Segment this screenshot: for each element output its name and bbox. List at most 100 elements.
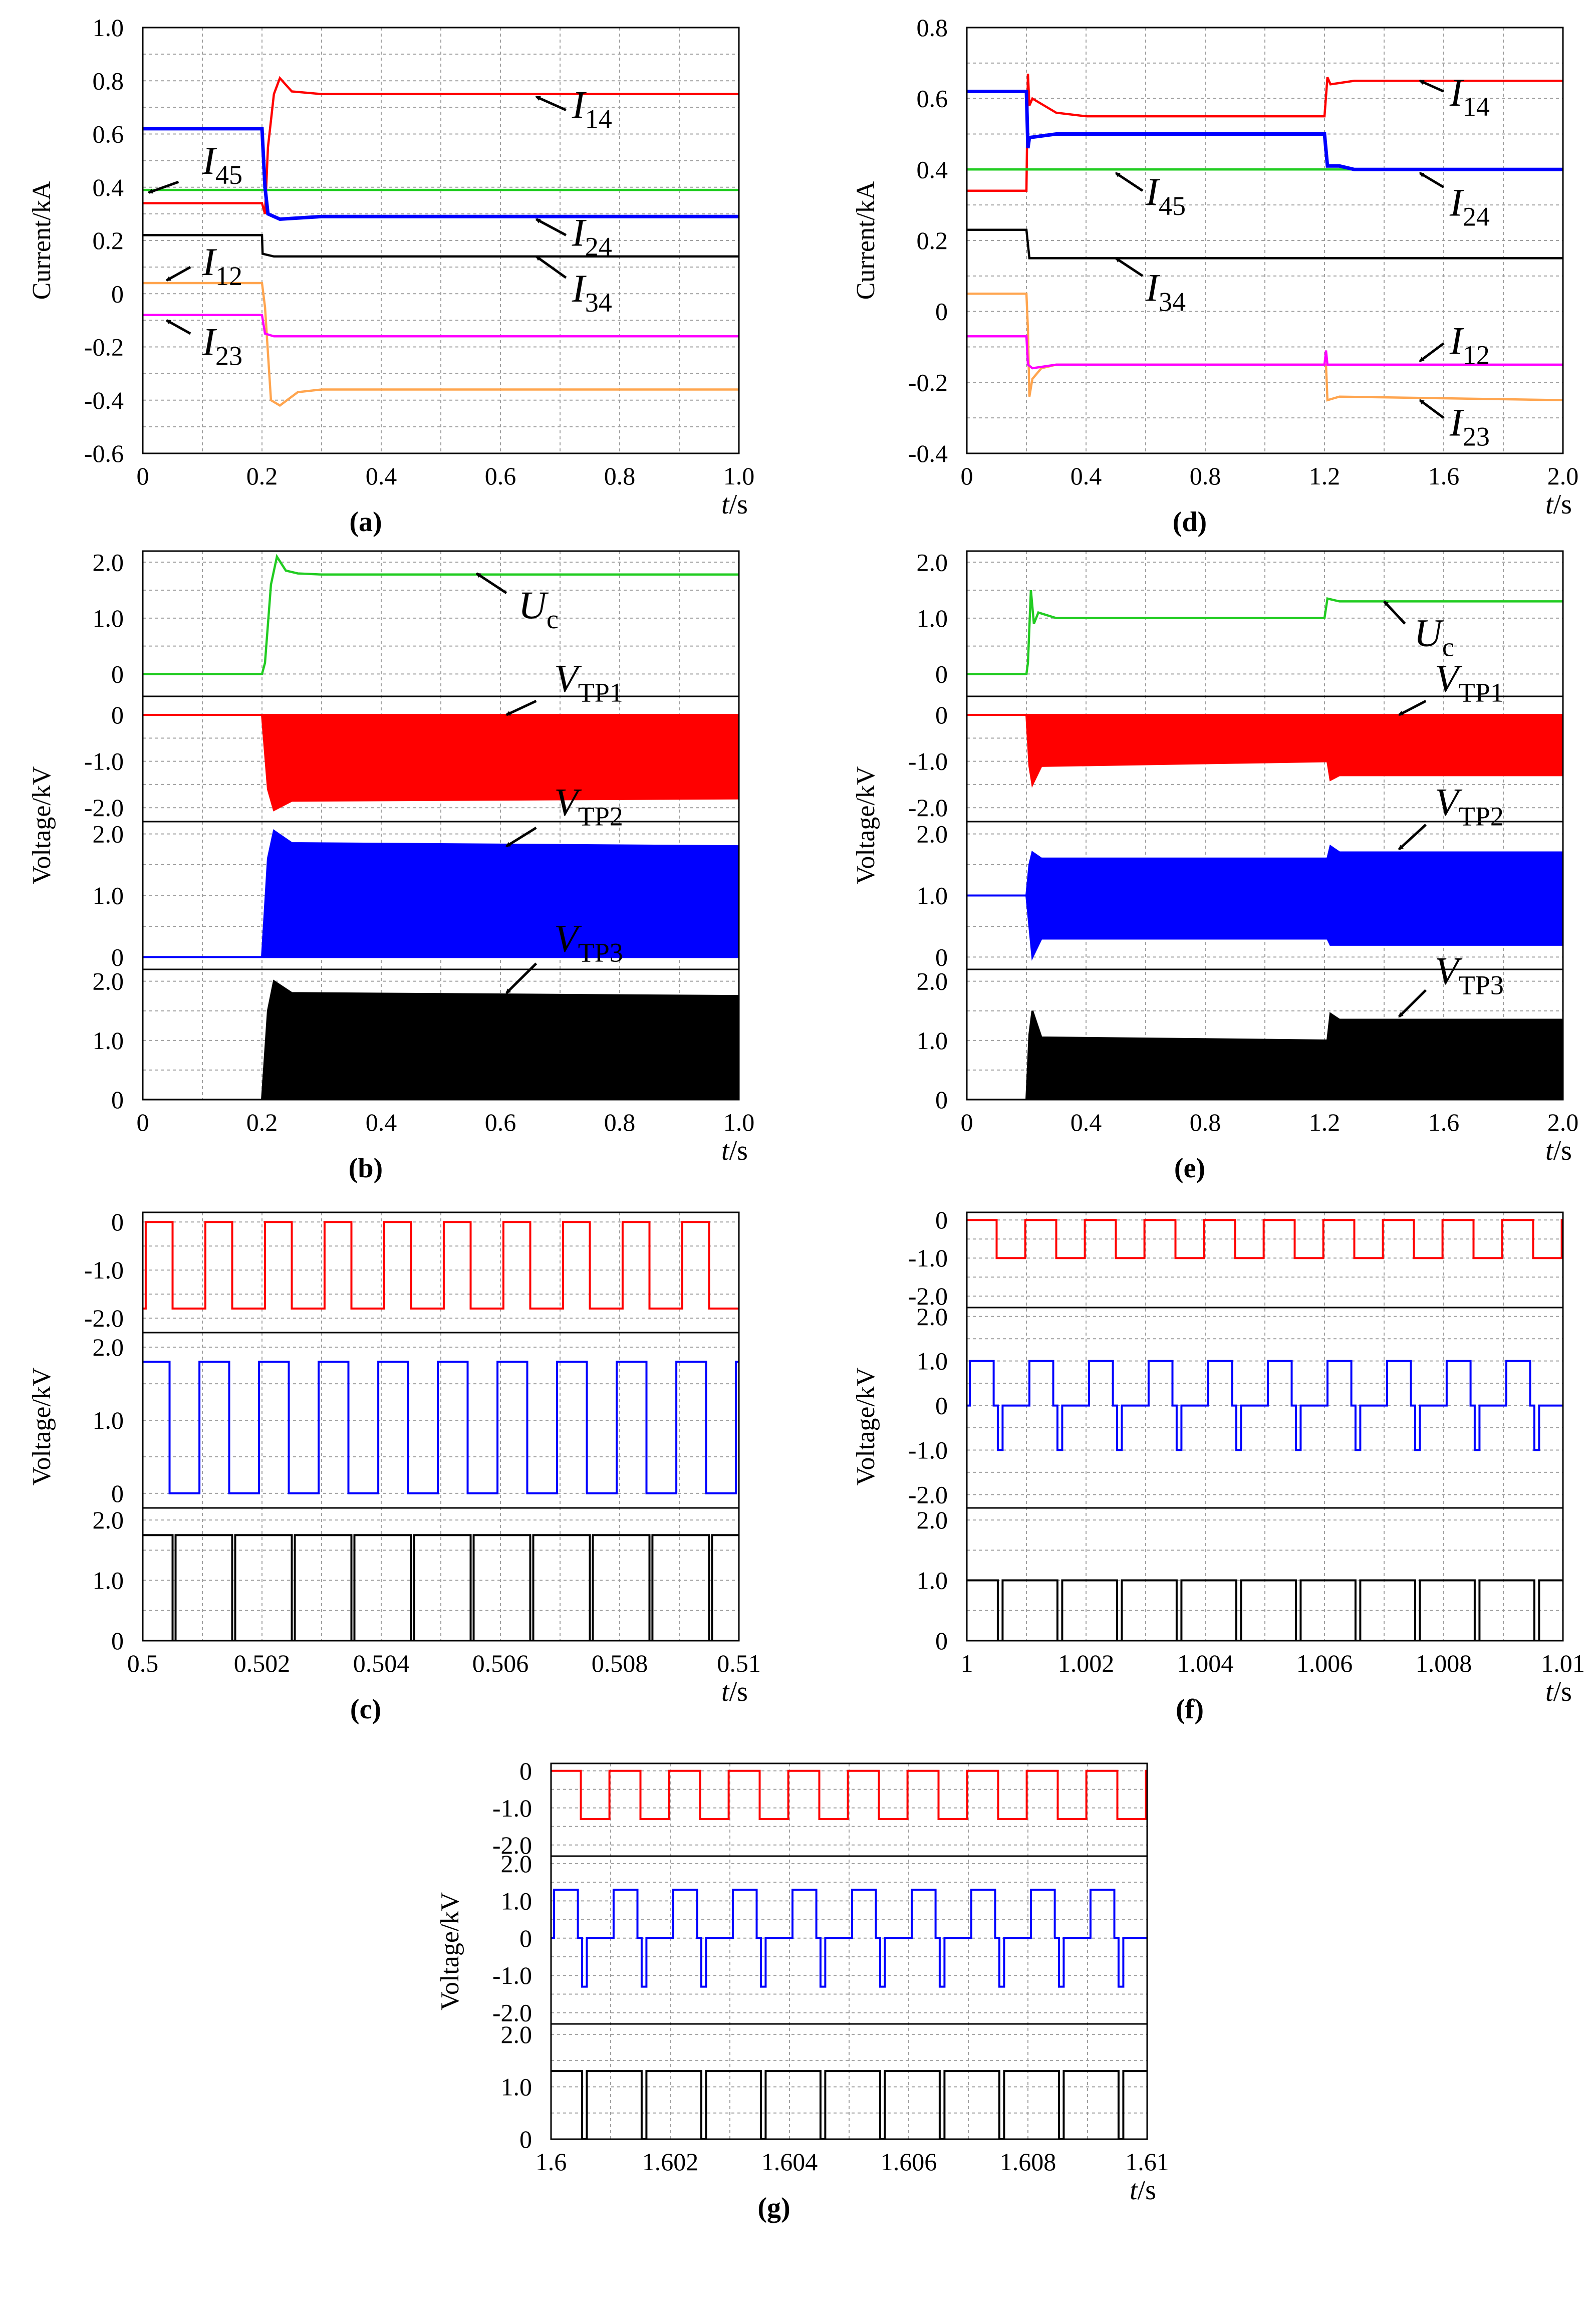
y-tick-label: -1.0 — [492, 1961, 532, 1989]
x-tick-label: 1.0 — [723, 1108, 755, 1136]
x-axis-label: t/s — [1545, 1676, 1572, 1707]
x-axis-unit: /s — [729, 1135, 748, 1166]
y-tick-label: 1.0 — [917, 604, 948, 632]
annotation-subscript: TP2 — [1459, 802, 1504, 832]
series-VTP2 — [143, 829, 739, 958]
annotation-label: I12 — [1449, 319, 1490, 370]
panel-label: (f) — [1176, 1694, 1204, 1725]
annotation-label: I23 — [202, 320, 242, 371]
x-tick-label: 0 — [961, 1108, 973, 1136]
y-tick-label: 2.0 — [93, 1333, 124, 1361]
y-tick-label: 0.2 — [93, 226, 124, 254]
annotation-subscript: TP1 — [1459, 678, 1504, 708]
y-tick-label: 0 — [935, 1206, 948, 1234]
annotation-arrow — [1115, 257, 1144, 277]
annotation-subscript: 14 — [1463, 92, 1490, 122]
annotation-arrow — [505, 962, 538, 994]
axes-frame — [142, 1211, 740, 1642]
x-axis-unit: /s — [729, 489, 748, 520]
annotation-subscript: 23 — [215, 341, 242, 371]
y-tick-label: -0.4 — [908, 439, 948, 467]
plot-area — [967, 1219, 1563, 1641]
series-VTP2 — [967, 844, 1563, 961]
y-tick-label: 2.0 — [917, 1303, 948, 1331]
annotation-subscript: 24 — [1463, 201, 1490, 231]
y-tick-label: 1.0 — [917, 1026, 948, 1055]
annotation-arrow — [1398, 824, 1427, 851]
series-I34 — [143, 234, 739, 258]
annotation-subscript: TP1 — [578, 678, 623, 708]
y-tick-label: 0.6 — [917, 85, 948, 113]
y-tick-label: 2.0 — [93, 548, 124, 576]
y-tick-label: 0 — [935, 298, 948, 326]
annotation-arrow — [535, 218, 567, 236]
x-tick-label: 0.2 — [246, 462, 278, 490]
annotation-label: I23 — [1449, 401, 1490, 452]
panel-label: (d) — [1173, 506, 1207, 538]
x-tick-label: 1.606 — [881, 2148, 937, 2176]
y-tick-label: 0 — [935, 1627, 948, 1655]
annotation-letter: I — [202, 139, 217, 182]
x-tick-label: 1.602 — [642, 2148, 699, 2176]
x-axis-label: t/s — [1545, 1135, 1572, 1166]
y-tick-label: -0.2 — [84, 333, 124, 361]
panel-label: (a) — [349, 506, 382, 538]
series-I23 — [967, 335, 1563, 370]
annotation-letter: I — [572, 83, 587, 127]
y-axis-label: Voltage/kV — [852, 766, 880, 885]
y-tick-label: 1.0 — [917, 882, 948, 910]
x-tick-label: 1 — [961, 1649, 973, 1677]
x-tick-label: 0.5 — [127, 1649, 159, 1677]
x-tick-label: 2.0 — [1547, 1108, 1579, 1136]
series-I14 — [143, 76, 739, 214]
annotation-letter: I — [1449, 71, 1465, 114]
x-tick-label: 0 — [961, 462, 973, 490]
y-tick-label: -0.2 — [908, 368, 948, 396]
axes-frame — [142, 27, 740, 454]
x-tick-label: 1.01 — [1541, 1649, 1585, 1677]
y-tick-label: 1.0 — [501, 2073, 533, 2101]
panel-a: 0 0.2 0.4 0.6 0.8 1.0 1.0 0.8 0.6 0.4 0.2 0 -0.2 -0.4… — [28, 14, 754, 538]
x-tick-label: 0.4 — [1071, 462, 1102, 490]
series-VTP1 — [967, 1219, 1563, 1259]
y-tick-label: 0.8 — [93, 67, 124, 95]
y-tick-label: -1.0 — [908, 747, 948, 776]
plot-area — [967, 590, 1563, 1100]
y-axis-label: Voltage/kV — [28, 1368, 56, 1486]
x-tick-label: 1.2 — [1309, 1108, 1341, 1136]
annotation-subscript: 14 — [585, 104, 612, 134]
annotation-letter: I — [1449, 401, 1465, 444]
x-tick-label: 0.8 — [1190, 1108, 1221, 1136]
y-tick-label: 0 — [935, 1086, 948, 1114]
annotation-arrow — [165, 319, 191, 335]
annotation-arrow — [1419, 172, 1445, 188]
annotation-label: VTP1 — [1435, 657, 1504, 708]
series-VTP3 — [967, 1579, 1563, 1641]
x-tick-label: 1.004 — [1177, 1649, 1234, 1677]
y-tick-label: 1.0 — [917, 1567, 948, 1595]
annotation-label: Uc — [518, 583, 559, 634]
series-VTP3 — [551, 2070, 1147, 2139]
annotation-letter: V — [554, 657, 582, 700]
annotation-letter: V — [554, 781, 582, 824]
y-tick-label: 2.0 — [93, 820, 124, 848]
annotation-label: VTP2 — [554, 781, 623, 832]
x-tick-label: 0.6 — [485, 1108, 516, 1136]
annotation-arrow — [1419, 342, 1445, 362]
y-tick-label: 0.4 — [93, 173, 124, 201]
annotation-arrow — [1419, 399, 1445, 419]
x-tick-label: 1.2 — [1309, 462, 1341, 490]
annotation-letter: U — [1414, 611, 1445, 655]
annotation-subscript: 34 — [1159, 287, 1186, 317]
x-tick-label: 0.502 — [234, 1649, 291, 1677]
y-axis-label: Voltage/kV — [436, 1892, 464, 2010]
y-tick-label: 0 — [519, 1924, 532, 1952]
y-tick-label: 0 — [111, 1086, 124, 1114]
annotation-arrow — [1398, 700, 1427, 716]
x-tick-label: 1.6 — [1428, 1108, 1460, 1136]
panel-label: (c) — [350, 1694, 381, 1725]
annotation-letter: V — [1435, 949, 1463, 993]
y-tick-label: 2.0 — [917, 1506, 948, 1534]
x-axis-variable: t — [721, 489, 730, 520]
annotation-subscript: 12 — [215, 261, 242, 291]
